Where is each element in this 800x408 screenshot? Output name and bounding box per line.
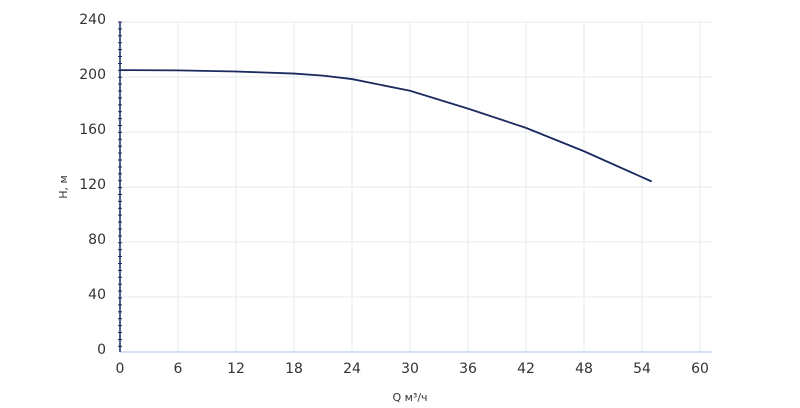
y-tick-label: 240: [79, 12, 106, 28]
y-tick-label: 80: [88, 232, 106, 248]
x-tick-label: 18: [285, 361, 303, 377]
x-axis-title: Q м³/ч: [392, 391, 427, 404]
x-tick-label: 48: [575, 361, 593, 377]
curve: [119, 69, 653, 183]
y-tick-label: 40: [88, 287, 106, 303]
y-tick-label: 200: [79, 67, 106, 83]
x-tick-label: 6: [174, 361, 183, 377]
x-tick-label: 54: [633, 361, 651, 377]
y-tick-label: 120: [79, 177, 106, 193]
y-axis-title: H, м: [57, 175, 70, 199]
x-tick-label: 60: [691, 361, 709, 377]
x-tick-label: 36: [459, 361, 477, 377]
x-tick-label: 12: [227, 361, 245, 377]
y-tick-label: 0: [97, 342, 106, 358]
x-tick-label: 24: [343, 361, 361, 377]
x-tick-label: 42: [517, 361, 535, 377]
y-tick-label: 160: [79, 122, 106, 138]
x-tick-label: 0: [116, 361, 125, 377]
x-tick-label: 30: [401, 361, 419, 377]
